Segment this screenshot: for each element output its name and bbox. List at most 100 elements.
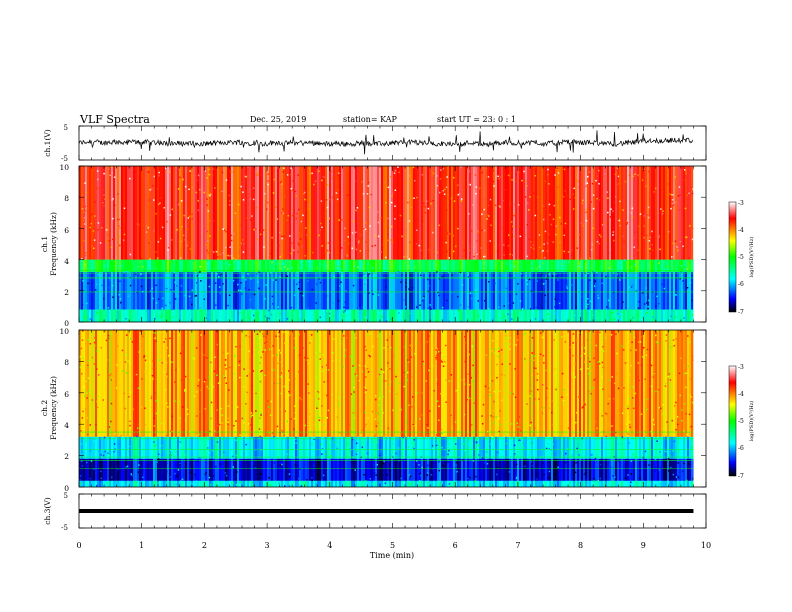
spectrogram-cell: [656, 440, 658, 442]
spectrogram-cell: [300, 220, 303, 223]
spectrogram-cell: [286, 275, 289, 278]
spectrogram-cell: [483, 195, 486, 197]
spectrogram-cell: [307, 280, 309, 282]
spectrogram-column: [221, 330, 223, 437]
spectrogram-cell: [224, 246, 227, 249]
spectrogram-cell: [638, 300, 640, 303]
spectrogram-cell: [305, 234, 308, 236]
spectrogram-cell: [357, 307, 360, 309]
spectrogram-cell: [97, 178, 99, 181]
spectrogram-column: [81, 330, 83, 437]
spectrogram-column: [83, 309, 85, 322]
spectrogram-cell: [655, 252, 657, 255]
spectrogram-cell: [331, 177, 334, 179]
spectrogram-cell: [487, 204, 490, 207]
spectrogram-cell: [93, 316, 96, 318]
spectrogram-column: [507, 436, 509, 459]
spectrogram-cell: [651, 230, 653, 233]
spectrogram-cell: [331, 393, 334, 396]
spectrogram-cell: [364, 222, 367, 224]
spectrogram-cell: [541, 275, 544, 277]
spectrogram-cell: [679, 277, 681, 280]
spectrogram-column: [445, 458, 447, 481]
spectrogram-column: [553, 436, 555, 459]
spectrogram-cell: [442, 189, 445, 192]
spectrogram-column: [315, 166, 317, 260]
spectrogram-cell: [229, 200, 231, 202]
spectrogram-column: [647, 309, 649, 322]
spectrogram-column: [349, 309, 351, 322]
spectrogram-cell: [356, 307, 359, 310]
spectrogram-cell: [626, 432, 628, 435]
spectrogram-column: [541, 166, 543, 260]
spectrogram-cell: [308, 392, 310, 394]
spectrogram-column: [241, 458, 243, 481]
spectrogram-column: [119, 309, 121, 322]
spectrogram-column: [325, 272, 327, 310]
spectrogram-cell: [123, 233, 126, 236]
spectrogram-column: [361, 330, 363, 437]
spectrogram-column: [293, 480, 295, 487]
spectrogram-cell: [612, 234, 614, 236]
spectrogram-column: [613, 309, 615, 322]
spectrogram-column: [351, 330, 353, 437]
spectrogram-column: [649, 166, 651, 260]
spectrogram-cell: [612, 239, 615, 242]
spectrogram-column: [375, 259, 377, 273]
spectrogram-column: [195, 259, 197, 273]
spectrogram-column: [629, 166, 631, 260]
spectrogram-cell: [93, 215, 96, 217]
spectrogram-column: [535, 480, 537, 487]
spectrogram-column: [317, 436, 319, 459]
spectrogram-cell: [431, 444, 434, 447]
spectrogram-cell: [187, 241, 189, 244]
spectrogram-column: [287, 458, 289, 481]
spectrogram-column: [623, 458, 625, 481]
spectrogram-cell: [258, 417, 261, 419]
spectrogram-column: [251, 436, 253, 459]
spectrogram-cell: [452, 235, 455, 237]
spectrogram-column: [231, 272, 233, 310]
spectrogram-column: [357, 330, 359, 437]
spectrogram-cell: [252, 314, 255, 317]
spectrogram-column: [559, 436, 561, 459]
spectrogram-cell: [622, 209, 624, 211]
spectrogram-cell: [283, 167, 285, 169]
spectrogram-cell: [374, 332, 376, 335]
spectrogram-column: [201, 166, 203, 260]
spectrogram-cell: [326, 206, 329, 209]
spectrogram-cell: [644, 233, 647, 236]
spectrogram-cell: [279, 231, 281, 234]
spectrogram-column: [379, 436, 381, 459]
spectrogram-column: [411, 458, 413, 481]
spectrogram-column: [151, 436, 153, 459]
spectrogram-column: [413, 458, 415, 481]
spectrogram-column: [85, 259, 87, 273]
spectrogram-column: [451, 436, 453, 459]
spectrogram-column: [233, 272, 235, 310]
spectrogram-cell: [580, 222, 583, 225]
spectrogram-column: [187, 272, 189, 310]
spectrogram-column: [581, 309, 583, 322]
spectrogram-column: [589, 330, 591, 437]
spectrogram-cell: [403, 256, 405, 258]
spectrogram-column: [405, 309, 407, 322]
spectrogram-column: [261, 259, 263, 273]
spectrogram-column: [497, 259, 499, 273]
spectrogram-column: [361, 272, 363, 310]
spectrogram-column: [151, 259, 153, 273]
spectrogram-column: [359, 166, 361, 260]
spectrogram-cell: [630, 473, 632, 475]
spectrogram-cell: [293, 346, 296, 349]
spectrogram-cell: [261, 333, 264, 335]
spectrogram-cell: [210, 484, 212, 486]
spectrogram-column: [107, 166, 109, 260]
spectrogram-column: [557, 330, 559, 437]
spectrogram-cell: [234, 283, 237, 285]
spectrogram-column: [157, 458, 159, 481]
spectrogram-column: [443, 480, 445, 487]
spectrogram-column: [313, 458, 315, 481]
spectrogram-cell: [247, 168, 249, 170]
spectrogram-column: [513, 272, 515, 310]
